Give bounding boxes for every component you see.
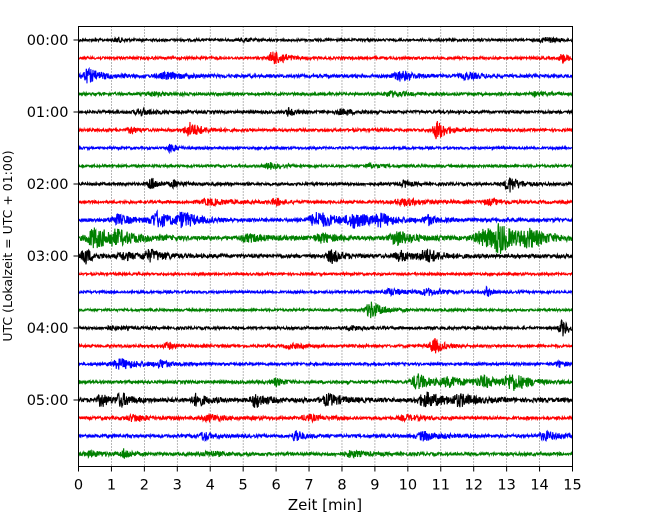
- trace-0045: [77, 89, 573, 99]
- x-tick-label: 4: [206, 478, 215, 494]
- vertical-grid: [111, 26, 540, 467]
- x-tick-label: 0: [74, 478, 83, 494]
- trace-0500: [77, 391, 574, 408]
- trace-0130: [77, 143, 574, 155]
- y-tick-label: 01:00: [27, 105, 69, 121]
- y-tick-label: 00:00: [27, 33, 69, 49]
- trace-0230: [78, 209, 574, 229]
- y-axis-label: UTC (Lokalzeit = UTC + 01:00): [0, 150, 15, 341]
- trace-0015: [77, 51, 573, 65]
- trace-0330: [78, 285, 574, 298]
- trace-0530: [77, 429, 574, 443]
- x-tick-label: 8: [337, 478, 346, 494]
- x-tick-label: 13: [497, 478, 515, 494]
- y-tick-label: 02:00: [27, 177, 69, 193]
- x-tick-label: 2: [140, 478, 149, 494]
- trace-0515: [77, 412, 573, 424]
- trace-0545: [77, 448, 574, 460]
- trace-0245: [77, 223, 574, 255]
- x-tick-label: 6: [271, 478, 280, 494]
- y-axis-ticks: 00:00 01:00 02:00 03:00 04:00 05:00: [27, 33, 79, 409]
- x-tick-label: 5: [239, 478, 248, 494]
- y-tick-label: 05:00: [27, 393, 69, 409]
- x-tick-label: 14: [530, 478, 548, 494]
- x-tick-label: 7: [304, 478, 313, 494]
- y-tick-label: 03:00: [27, 249, 69, 265]
- plot-frame: [78, 26, 573, 467]
- seismogram-traces: [77, 36, 574, 460]
- x-axis-ticks: 0 1 2 3 4 5 6 7 8 9 10 11 12 13 14 15: [74, 466, 582, 494]
- trace-0400: [78, 318, 573, 337]
- x-tick-label: 15: [563, 478, 581, 494]
- trace-0000: [77, 36, 573, 44]
- trace-0430: [77, 358, 574, 370]
- trace-0445: [78, 373, 574, 391]
- trace-0300: [77, 248, 574, 265]
- x-tick-label: 10: [399, 478, 417, 494]
- trace-0145: [77, 161, 574, 171]
- x-tick-label: 9: [370, 478, 379, 494]
- x-tick-label: 12: [464, 478, 482, 494]
- x-axis-label: Zeit [min]: [288, 496, 362, 514]
- trace-0345: [77, 301, 574, 319]
- trace-0415: [77, 338, 573, 354]
- trace-0100: [77, 106, 574, 117]
- trace-0200: [77, 177, 574, 193]
- x-tick-label: 1: [107, 478, 116, 494]
- x-tick-label: 11: [432, 478, 450, 494]
- trace-0030: [78, 66, 574, 84]
- trace-0115: [77, 121, 573, 140]
- y-tick-label: 04:00: [27, 321, 69, 337]
- trace-0315: [77, 270, 574, 278]
- trace-0215: [77, 196, 574, 208]
- x-tick-label: 3: [173, 478, 182, 494]
